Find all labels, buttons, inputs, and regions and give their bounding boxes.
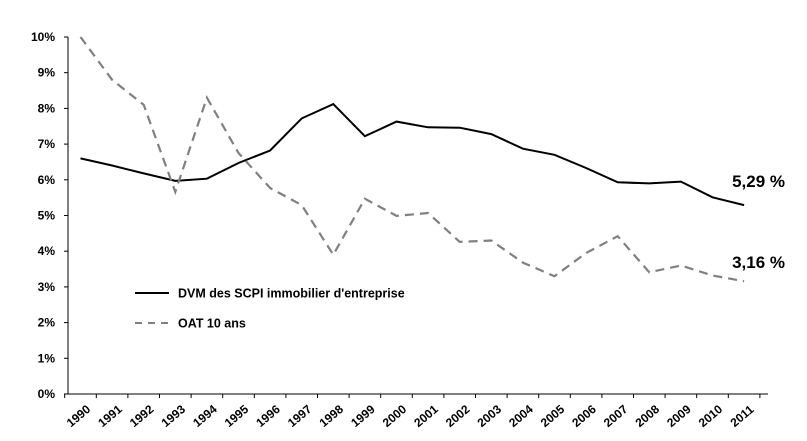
x-tick-label: 2004 (506, 402, 536, 430)
dvm-point (364, 135, 366, 137)
y-tick-label: 6% (38, 173, 56, 187)
x-tick-label: 2002 (443, 402, 473, 430)
x-tick-label: 1994 (190, 402, 220, 430)
dvm-point (490, 133, 492, 135)
oat-point (554, 275, 556, 277)
x-tick-label: 1990 (64, 402, 94, 430)
oat-point (743, 280, 745, 282)
x-tick-label: 1997 (285, 402, 315, 430)
dvm-end-label: 5,29 % (732, 172, 785, 191)
oat-point (396, 215, 398, 217)
dvm-point (554, 154, 556, 156)
oat-point (680, 264, 682, 266)
oat-point (648, 271, 650, 273)
oat-point (80, 36, 82, 38)
x-tick-label: 2008 (633, 402, 663, 430)
x-tick-label: 1998 (317, 402, 347, 430)
dvm-point (111, 165, 113, 167)
oat-point (301, 204, 303, 206)
x-tick-label: 2009 (664, 402, 694, 430)
dvm-point (206, 178, 208, 180)
x-tick-label: 2000 (380, 402, 410, 430)
dvm-point (712, 196, 714, 198)
dvm-point (427, 126, 429, 128)
legend: DVM des SCPI immobilier d'entreprise OAT … (135, 287, 405, 331)
x-tick-label: 2006 (569, 402, 599, 430)
dvm-scpi-line (80, 102, 745, 207)
legend-label-dvm: DVM des SCPI immobilier d'entreprise (178, 287, 405, 301)
oat-point (490, 239, 492, 241)
y-tick-label: 2% (38, 316, 56, 330)
x-tick-label: 1991 (95, 402, 125, 430)
x-tick-label: 2005 (538, 402, 568, 430)
dvm-point (680, 181, 682, 183)
dvm-point (332, 103, 334, 105)
dvm-point (80, 157, 82, 159)
end-labels-group: 5,29 % 3,16 % (732, 172, 785, 272)
oat-10-ans-line (79, 36, 745, 283)
y-tick-label: 9% (38, 66, 56, 80)
oat-point (238, 152, 240, 154)
x-tick-label: 1999 (348, 402, 378, 430)
oat-point (332, 254, 334, 256)
dvm-point (743, 204, 745, 206)
x-tick-label: 2003 (475, 402, 505, 430)
y-tick-label: 3% (38, 280, 56, 294)
dvm-point (143, 172, 145, 174)
oat-point (427, 212, 429, 214)
x-tick-label: 1995 (222, 402, 252, 430)
dvm-point (648, 182, 650, 184)
y-tick-label: 1% (38, 351, 56, 365)
oat-point (174, 191, 176, 193)
y-tick-label: 4% (38, 244, 56, 258)
dvm-point (174, 180, 176, 182)
dvm-point (617, 181, 619, 183)
dvm-point (522, 148, 524, 150)
x-tick-label: 2011 (728, 402, 757, 430)
y-tick-label: 8% (38, 101, 56, 115)
x-tick-label: 1993 (159, 402, 189, 430)
axes-group: 0%1%2%3%4%5%6%7%8%9%10%1990 1991 1992 1993 1… (31, 30, 768, 430)
legend-label-oat: OAT 10 ans (178, 317, 246, 331)
y-tick-label: 10% (31, 30, 55, 44)
y-tick-label: 5% (38, 209, 56, 223)
dvm-point (459, 127, 461, 129)
x-tick-label: 2007 (601, 402, 631, 430)
y-tick-label: 0% (38, 387, 56, 401)
oat-point (364, 198, 366, 200)
dvm-point (301, 117, 303, 119)
dvm-point (396, 121, 398, 123)
x-tick-label: 2001 (411, 402, 441, 430)
dvm-point (238, 162, 240, 164)
oat-point (459, 241, 461, 243)
oat-point (269, 187, 271, 189)
x-tick-label: 2010 (696, 402, 726, 430)
oat-point (712, 274, 714, 276)
dvm-point (269, 150, 271, 152)
oat-point (585, 252, 587, 254)
dvm-point (585, 167, 587, 169)
x-tick-label: 1992 (127, 402, 157, 430)
oat-point (111, 79, 113, 81)
oat-end-label: 3,16 % (732, 253, 785, 272)
oat-point (617, 235, 619, 237)
x-tick-label: 1996 (253, 402, 283, 430)
oat-point (206, 97, 208, 99)
y-tick-label: 7% (38, 137, 56, 151)
oat-point (522, 262, 524, 264)
oat-point (143, 104, 145, 106)
series-group (79, 36, 745, 283)
